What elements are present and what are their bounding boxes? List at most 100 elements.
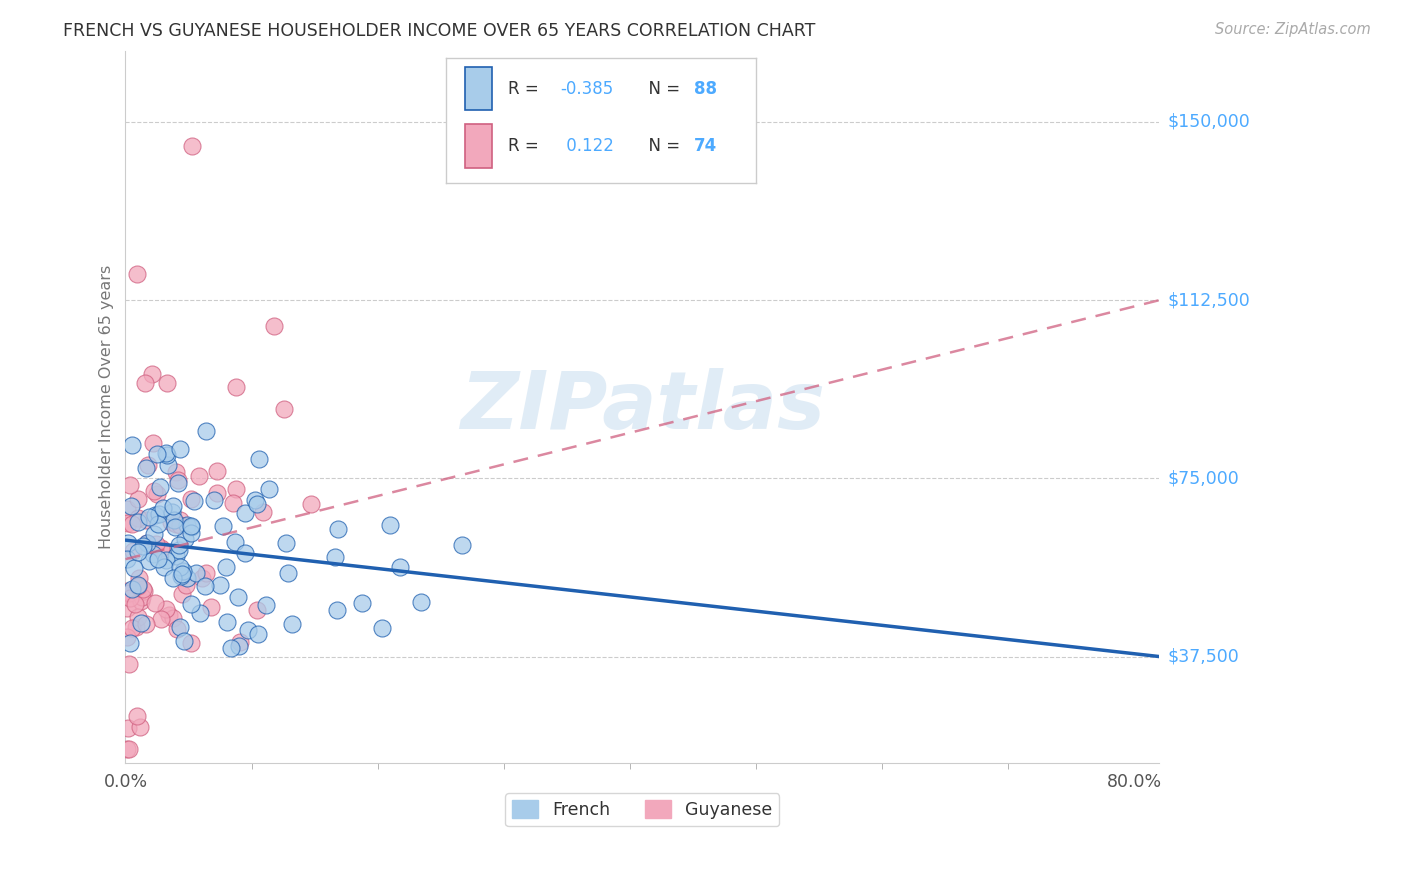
Point — [180, 636, 202, 650]
Point — [252, 505, 274, 519]
Point — [128, 571, 150, 585]
Point — [326, 603, 349, 617]
Point — [131, 616, 153, 631]
Point — [274, 536, 297, 550]
Point — [169, 442, 191, 457]
Point — [370, 621, 392, 635]
Point — [233, 546, 256, 560]
Point — [236, 623, 259, 637]
Point — [167, 543, 190, 558]
Point — [277, 566, 299, 581]
Point — [127, 577, 149, 591]
Point — [115, 501, 138, 516]
Point — [173, 633, 195, 648]
Point — [226, 591, 249, 605]
Point — [145, 508, 167, 522]
Point — [121, 544, 143, 558]
Point — [233, 506, 256, 520]
Point — [143, 484, 166, 499]
Point — [138, 510, 160, 524]
Point — [121, 582, 143, 597]
Point — [180, 597, 202, 611]
Point — [212, 519, 235, 533]
Point — [135, 536, 157, 550]
Point — [150, 541, 173, 555]
Point — [208, 578, 231, 592]
Point — [229, 635, 252, 649]
Point — [135, 461, 157, 475]
Point — [188, 468, 211, 483]
Point — [131, 590, 153, 604]
Point — [156, 376, 179, 391]
Point — [378, 518, 401, 533]
Point — [120, 478, 142, 492]
Point — [326, 522, 349, 536]
Text: $37,500: $37,500 — [1167, 648, 1240, 665]
Text: Source: ZipAtlas.com: Source: ZipAtlas.com — [1215, 22, 1371, 37]
Point — [121, 621, 143, 635]
Point — [176, 571, 198, 585]
Point — [118, 742, 141, 756]
Point — [170, 569, 193, 583]
Point — [146, 551, 169, 566]
Point — [155, 553, 177, 567]
Point — [138, 458, 160, 472]
Point — [451, 538, 474, 552]
Point — [128, 720, 150, 734]
Legend: French, Guyanese: French, Guyanese — [506, 793, 779, 826]
Point — [170, 566, 193, 581]
Point — [120, 591, 142, 606]
Point — [180, 138, 202, 153]
Point — [132, 582, 155, 596]
Point — [142, 547, 165, 561]
Point — [155, 602, 177, 616]
Point — [122, 561, 145, 575]
Point — [129, 594, 152, 608]
Point — [219, 641, 242, 656]
Point — [134, 584, 156, 599]
Point — [180, 519, 202, 533]
Point — [246, 603, 269, 617]
Point — [127, 515, 149, 529]
Point — [121, 516, 143, 531]
Point — [146, 447, 169, 461]
Point — [225, 379, 247, 393]
Point — [195, 425, 218, 439]
Point — [117, 536, 139, 550]
Point — [273, 401, 295, 416]
Point — [146, 517, 169, 532]
Point — [155, 448, 177, 462]
Point — [246, 497, 269, 511]
Point — [180, 492, 202, 507]
Point — [145, 537, 167, 551]
Point — [157, 607, 180, 622]
Point — [169, 620, 191, 634]
Point — [254, 598, 277, 612]
Point — [135, 513, 157, 527]
Point — [170, 586, 193, 600]
Text: $112,500: $112,500 — [1167, 291, 1250, 310]
Point — [134, 617, 156, 632]
Point — [389, 560, 412, 574]
Point — [180, 525, 202, 540]
Point — [121, 499, 143, 513]
Point — [117, 721, 139, 735]
Point — [169, 518, 191, 533]
Point — [162, 611, 184, 625]
Point — [200, 600, 222, 615]
Point — [115, 583, 138, 598]
Point — [127, 511, 149, 525]
Text: $150,000: $150,000 — [1167, 113, 1250, 131]
Point — [141, 436, 163, 450]
Point — [167, 538, 190, 552]
Point — [174, 532, 197, 546]
Point — [152, 500, 174, 515]
Point — [141, 367, 163, 381]
Point — [165, 466, 187, 480]
Point — [225, 483, 247, 497]
Point — [162, 499, 184, 513]
Point — [169, 559, 191, 574]
Point — [195, 566, 218, 580]
Point — [215, 560, 238, 574]
Text: $75,000: $75,000 — [1167, 469, 1240, 487]
